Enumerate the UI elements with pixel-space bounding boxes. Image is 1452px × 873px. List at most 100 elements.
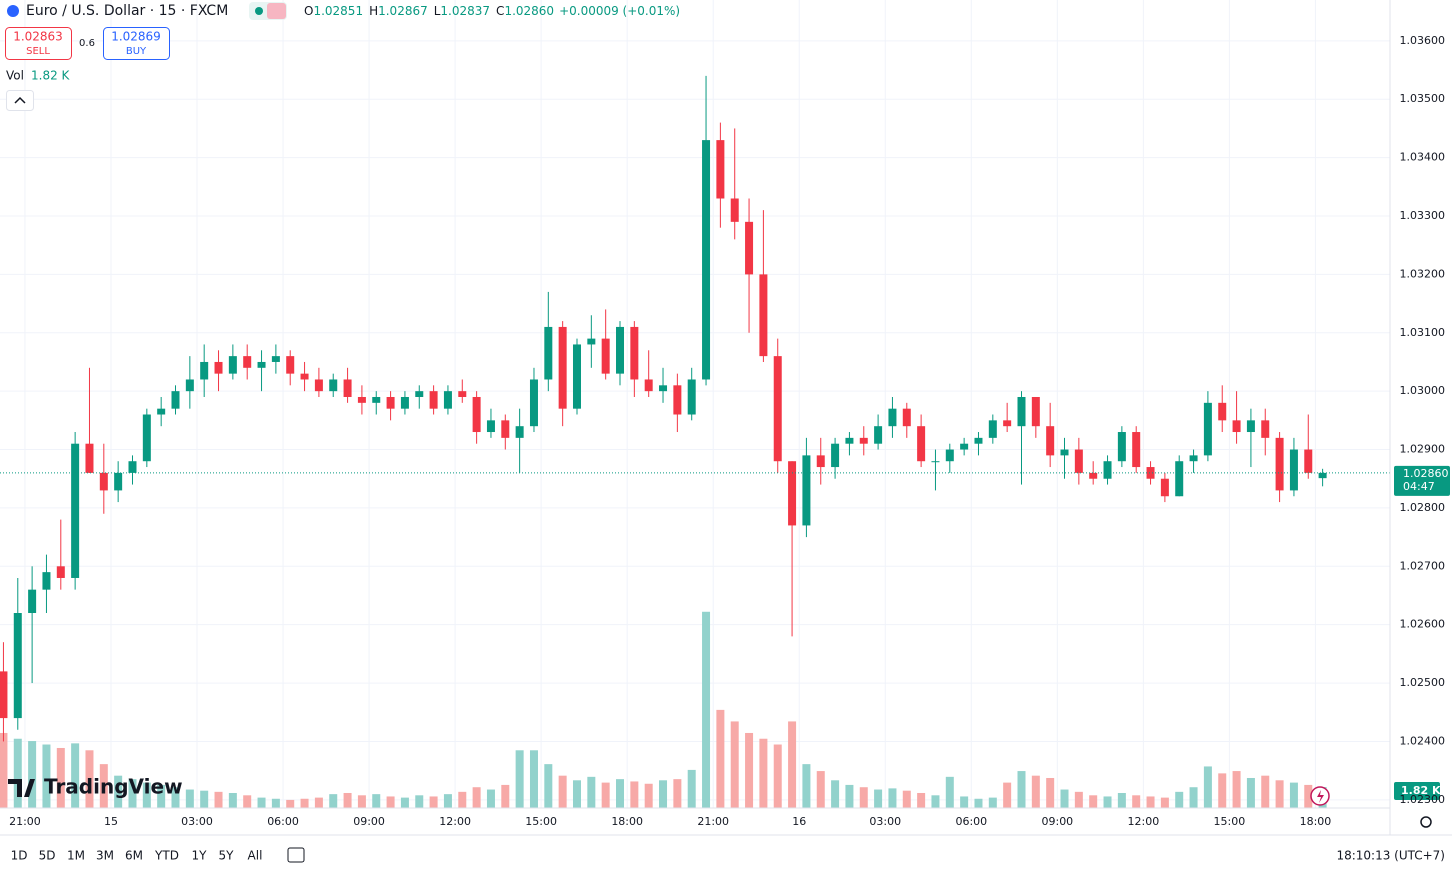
candle-body <box>816 455 825 468</box>
candle-body <box>902 408 911 427</box>
date-range-icon[interactable] <box>287 847 305 863</box>
candle-body <box>716 140 725 199</box>
buy-button[interactable] <box>103 27 170 60</box>
last-price-tag <box>1394 465 1450 496</box>
ohlc-value: 1.02851 <box>313 4 363 18</box>
range-button[interactable]: All <box>248 849 263 863</box>
volume-bar <box>443 794 452 808</box>
candle-body <box>587 338 596 345</box>
volume-bar <box>587 776 596 808</box>
volume-bar <box>888 788 897 808</box>
range-button[interactable]: 1D <box>11 849 28 863</box>
volume-bar <box>1089 795 1098 808</box>
ohlc-value: 1.02860 <box>504 4 554 18</box>
volume-bar <box>759 738 768 808</box>
volume-bar <box>630 781 639 808</box>
ohlc-legend: O1.02851 H1.02867 L1.02837 C1.02860 +0.00009… <box>304 4 680 18</box>
candle-body <box>1318 472 1327 479</box>
volume-bar <box>558 775 567 808</box>
volume-bar <box>314 797 323 808</box>
volume-bar <box>1246 777 1255 808</box>
candle-body <box>1132 432 1141 468</box>
volume-bar <box>816 771 825 808</box>
volume-bar <box>1117 792 1126 808</box>
range-button[interactable]: 5Y <box>219 849 235 863</box>
range-button[interactable]: 1M <box>67 849 85 863</box>
volume-bar <box>99 764 108 808</box>
candle-body <box>673 385 682 415</box>
candle-body <box>601 338 610 374</box>
candle-body <box>874 426 883 444</box>
candle-body <box>286 356 295 374</box>
volume-bar <box>945 776 954 808</box>
x-tick-label: 21:00 <box>697 815 729 828</box>
candle-body <box>730 198 739 222</box>
candle-body <box>515 426 524 438</box>
candle-body <box>831 443 840 468</box>
volume-bar <box>745 732 754 808</box>
range-button[interactable]: 3M <box>96 849 114 863</box>
candle-body <box>128 461 137 473</box>
candle-body <box>0 671 8 719</box>
spread: 0.6 <box>79 38 95 49</box>
sell-button[interactable] <box>5 27 72 60</box>
ohlc-key: O <box>304 4 313 18</box>
candle-body <box>1089 472 1098 479</box>
volume-bar <box>1074 791 1083 808</box>
volume-bar <box>472 787 481 808</box>
candle-body <box>85 443 94 473</box>
volume-bar <box>286 799 295 808</box>
range-button[interactable]: YTD <box>154 849 179 863</box>
volume-legend-label: Vol <box>6 69 24 83</box>
x-tick-label: 21:00 <box>9 815 41 828</box>
candle-body <box>42 572 51 590</box>
candle-body <box>1203 402 1212 456</box>
settings-icon[interactable] <box>1420 816 1432 828</box>
candle-body <box>745 221 754 275</box>
ohlc-change: +0.00009 (+0.01%) <box>559 4 680 18</box>
volume-bar <box>42 744 51 808</box>
collapse-button[interactable] <box>6 90 34 111</box>
candle-body <box>529 379 538 427</box>
y-tick-label: 1.02900 <box>1400 443 1446 456</box>
range-button[interactable]: 6M <box>125 849 143 863</box>
candle-body <box>788 461 797 526</box>
y-tick-label: 1.02500 <box>1400 676 1446 689</box>
buy-price: 1.02869 <box>111 30 161 44</box>
candle-body <box>343 379 352 397</box>
range-button[interactable]: 5D <box>39 849 56 863</box>
candle-body <box>1046 426 1055 456</box>
volume-bar <box>157 784 166 808</box>
x-tick-label: 06:00 <box>267 815 299 828</box>
buy-label: BUY <box>126 46 147 57</box>
candle-body <box>1275 437 1284 491</box>
candle-body <box>888 408 897 427</box>
volume-bar <box>1232 771 1241 808</box>
candle-body <box>1031 396 1040 427</box>
symbol: Euro / U.S. Dollar · 15 · FXCM <box>26 3 228 19</box>
range-button[interactable]: 1Y <box>192 849 208 863</box>
candle-body <box>659 385 668 392</box>
last-price-label: 1.02860 <box>1403 467 1449 480</box>
volume-bar <box>616 779 625 808</box>
volume-bar <box>1304 784 1313 808</box>
candle-body <box>300 373 309 380</box>
candle-body <box>1189 455 1198 462</box>
volume-bar <box>429 796 438 808</box>
brand: TradingView <box>44 775 183 799</box>
volume-bar <box>1175 791 1184 808</box>
volume-bar <box>200 790 209 808</box>
candle-body <box>1261 420 1270 438</box>
ohlc-key: L <box>434 4 441 18</box>
volume-bar <box>185 789 194 808</box>
volume-bar <box>1261 775 1270 808</box>
volume-bar <box>458 791 467 808</box>
volume-bar <box>486 789 495 808</box>
candle-body <box>429 391 438 409</box>
candle-body <box>1218 402 1227 421</box>
candle-body <box>13 613 22 719</box>
x-tick-label: 16 <box>792 815 806 828</box>
candle-body <box>314 379 323 392</box>
